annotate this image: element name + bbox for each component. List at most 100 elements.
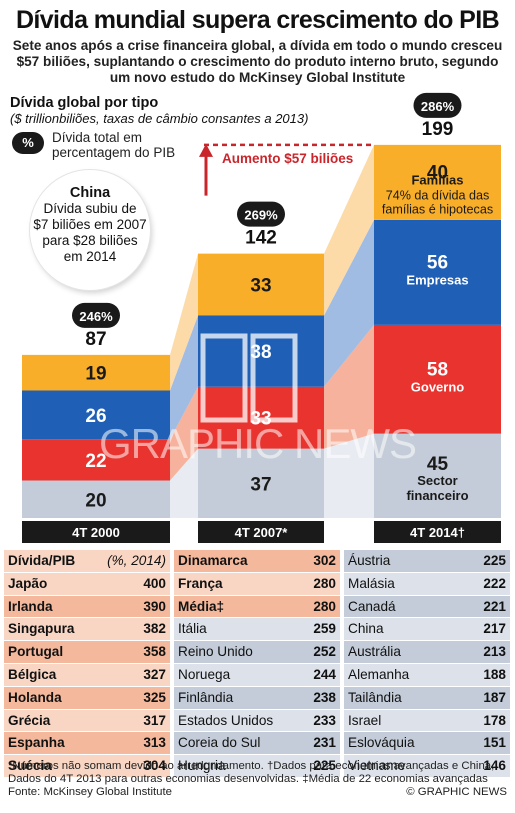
legend-line-2: percentagem do PIB: [52, 145, 176, 160]
category-label-box: [198, 521, 324, 543]
families-note-2: famílias é hipotecas: [382, 202, 493, 216]
percent-badge: [413, 92, 462, 118]
gn-logo-mark: [200, 333, 248, 423]
country-name: Áustria: [348, 553, 391, 568]
chart-subtitle: ($ trillionbiliões, taxas de câmbio cons…: [10, 111, 309, 126]
country-value: 238: [313, 689, 336, 705]
country-name: Dinamarca: [178, 553, 248, 568]
country-name: Malásia: [348, 575, 395, 591]
connector-band: [324, 324, 374, 449]
bar-segment: [198, 315, 324, 387]
table-row: Hungria 225: [174, 755, 340, 778]
footnote-source: Fonte: McKinsey Global Institute: [8, 785, 172, 798]
country-value: 188: [483, 666, 506, 682]
bar-segment: [22, 354, 170, 391]
table-row: Média‡ 280: [174, 595, 340, 619]
country-value: 382: [143, 621, 166, 637]
table-row: Alemanha 188: [344, 663, 510, 687]
segment-value-label: 56: [427, 252, 448, 273]
country-name: Portugal: [8, 644, 64, 660]
table-row: Finlândia 238: [174, 686, 340, 710]
country-name: Suécia: [8, 758, 52, 774]
bar-segment: [22, 480, 170, 518]
bar-segment: [374, 324, 501, 434]
table-row: Eslováquia 151: [344, 732, 510, 756]
table-row: Estados Unidos 233: [174, 709, 340, 733]
country-name: Itália: [178, 621, 207, 637]
country-value: 233: [313, 712, 336, 728]
china-title: China: [69, 185, 111, 201]
china-line-3: para $28 biliões: [42, 233, 138, 248]
credit: © GRAPHIC NEWS: [406, 786, 507, 798]
category-label-box: [22, 521, 170, 543]
bar-segment: [198, 253, 324, 316]
country-name: Vietname: [348, 758, 406, 774]
segment-name-label: Governo: [411, 379, 465, 394]
table-header: Dívida/PIB (%, 2014): [4, 550, 170, 573]
table-row: França 280: [174, 572, 340, 596]
table-row: Espanha 313: [4, 732, 170, 756]
bar-segment: [198, 448, 324, 518]
table-row: Tailândia 187: [344, 686, 510, 710]
country-name: Israel: [348, 712, 382, 728]
table-row: Singapura 382: [4, 618, 170, 642]
country-name: Média‡: [178, 598, 225, 614]
country-name: China: [348, 621, 384, 637]
percent-badge-label: 246%: [79, 309, 113, 324]
category-label: 4T 2000: [72, 525, 120, 540]
table-row: Áustria 225: [344, 550, 510, 573]
connector-band: [324, 433, 374, 518]
country-name: Finlândia: [178, 689, 234, 705]
connector-band: [170, 448, 198, 518]
country-value: 317: [143, 712, 166, 728]
connector-band: [324, 144, 374, 316]
legend-line-1: Dívida total em: [52, 130, 143, 145]
bar-segment: [374, 219, 501, 325]
table-row: China 217: [344, 618, 510, 642]
segment-value-label: 40: [427, 162, 448, 183]
bar-segment: [374, 433, 501, 518]
table-row: Holanda 325: [4, 686, 170, 710]
country-value: 225: [313, 758, 336, 774]
country-name: Canadá: [348, 598, 396, 614]
connector-band: [170, 386, 198, 481]
country-value: 231: [313, 735, 336, 751]
table-column-2: Dinamarca 302 França 280 Média‡ 280 Itália 259 R…: [174, 550, 340, 778]
country-value: 221: [483, 598, 506, 614]
table-row: Canadá 221: [344, 595, 510, 619]
country-value: 358: [143, 644, 166, 660]
country-value: 222: [483, 575, 506, 591]
china-line-1: Dívida subiu de: [43, 201, 137, 216]
country-name: Singapura: [8, 621, 75, 637]
table-column-3: Áustria 225 Malásia 222 Canadá 221 China 217 Aus…: [344, 550, 510, 778]
table-row: Vietname 146: [344, 755, 510, 778]
connector-band: [170, 315, 198, 440]
segment-name-label: Famílias: [411, 172, 463, 187]
segment-name-label: Sector: [417, 473, 457, 488]
table-column-1: Dívida/PIB (%, 2014) Japão 400 Irlanda 390 S…: [4, 550, 170, 778]
percent-badge: [237, 201, 285, 227]
segment-name-label: Empresas: [406, 272, 468, 287]
country-name: Grécia: [8, 712, 51, 728]
country-value: 217: [483, 621, 506, 637]
percent-badge-label: 269%: [244, 208, 278, 223]
china-line-4: em 2014: [63, 249, 117, 264]
china-line-2: $7 biliões em 2007: [33, 217, 147, 232]
country-name: Tailândia: [348, 689, 402, 705]
category-label: 4T 2014†: [410, 525, 465, 540]
country-name: Noruega: [178, 666, 231, 682]
segment-value-label: 20: [85, 490, 106, 511]
table-row: Reino Unido 252: [174, 641, 340, 664]
country-name: França: [178, 575, 223, 591]
total-value-label: 87: [85, 329, 106, 350]
segment-value-label: 26: [85, 406, 106, 427]
china-callout: China Dívida subiu de $7 biliões em 2007…: [30, 170, 150, 290]
table-row: Suécia 304: [4, 755, 170, 778]
chart-title: Dívida global por tipo: [10, 95, 159, 111]
country-value: 244: [313, 666, 336, 682]
country-value: 280: [313, 575, 336, 591]
footnotes: *Números não somam devido ao arredondame…: [8, 760, 508, 798]
country-name: Holanda: [8, 689, 62, 705]
country-value: 187: [483, 689, 506, 705]
country-name: Bélgica: [8, 666, 57, 682]
